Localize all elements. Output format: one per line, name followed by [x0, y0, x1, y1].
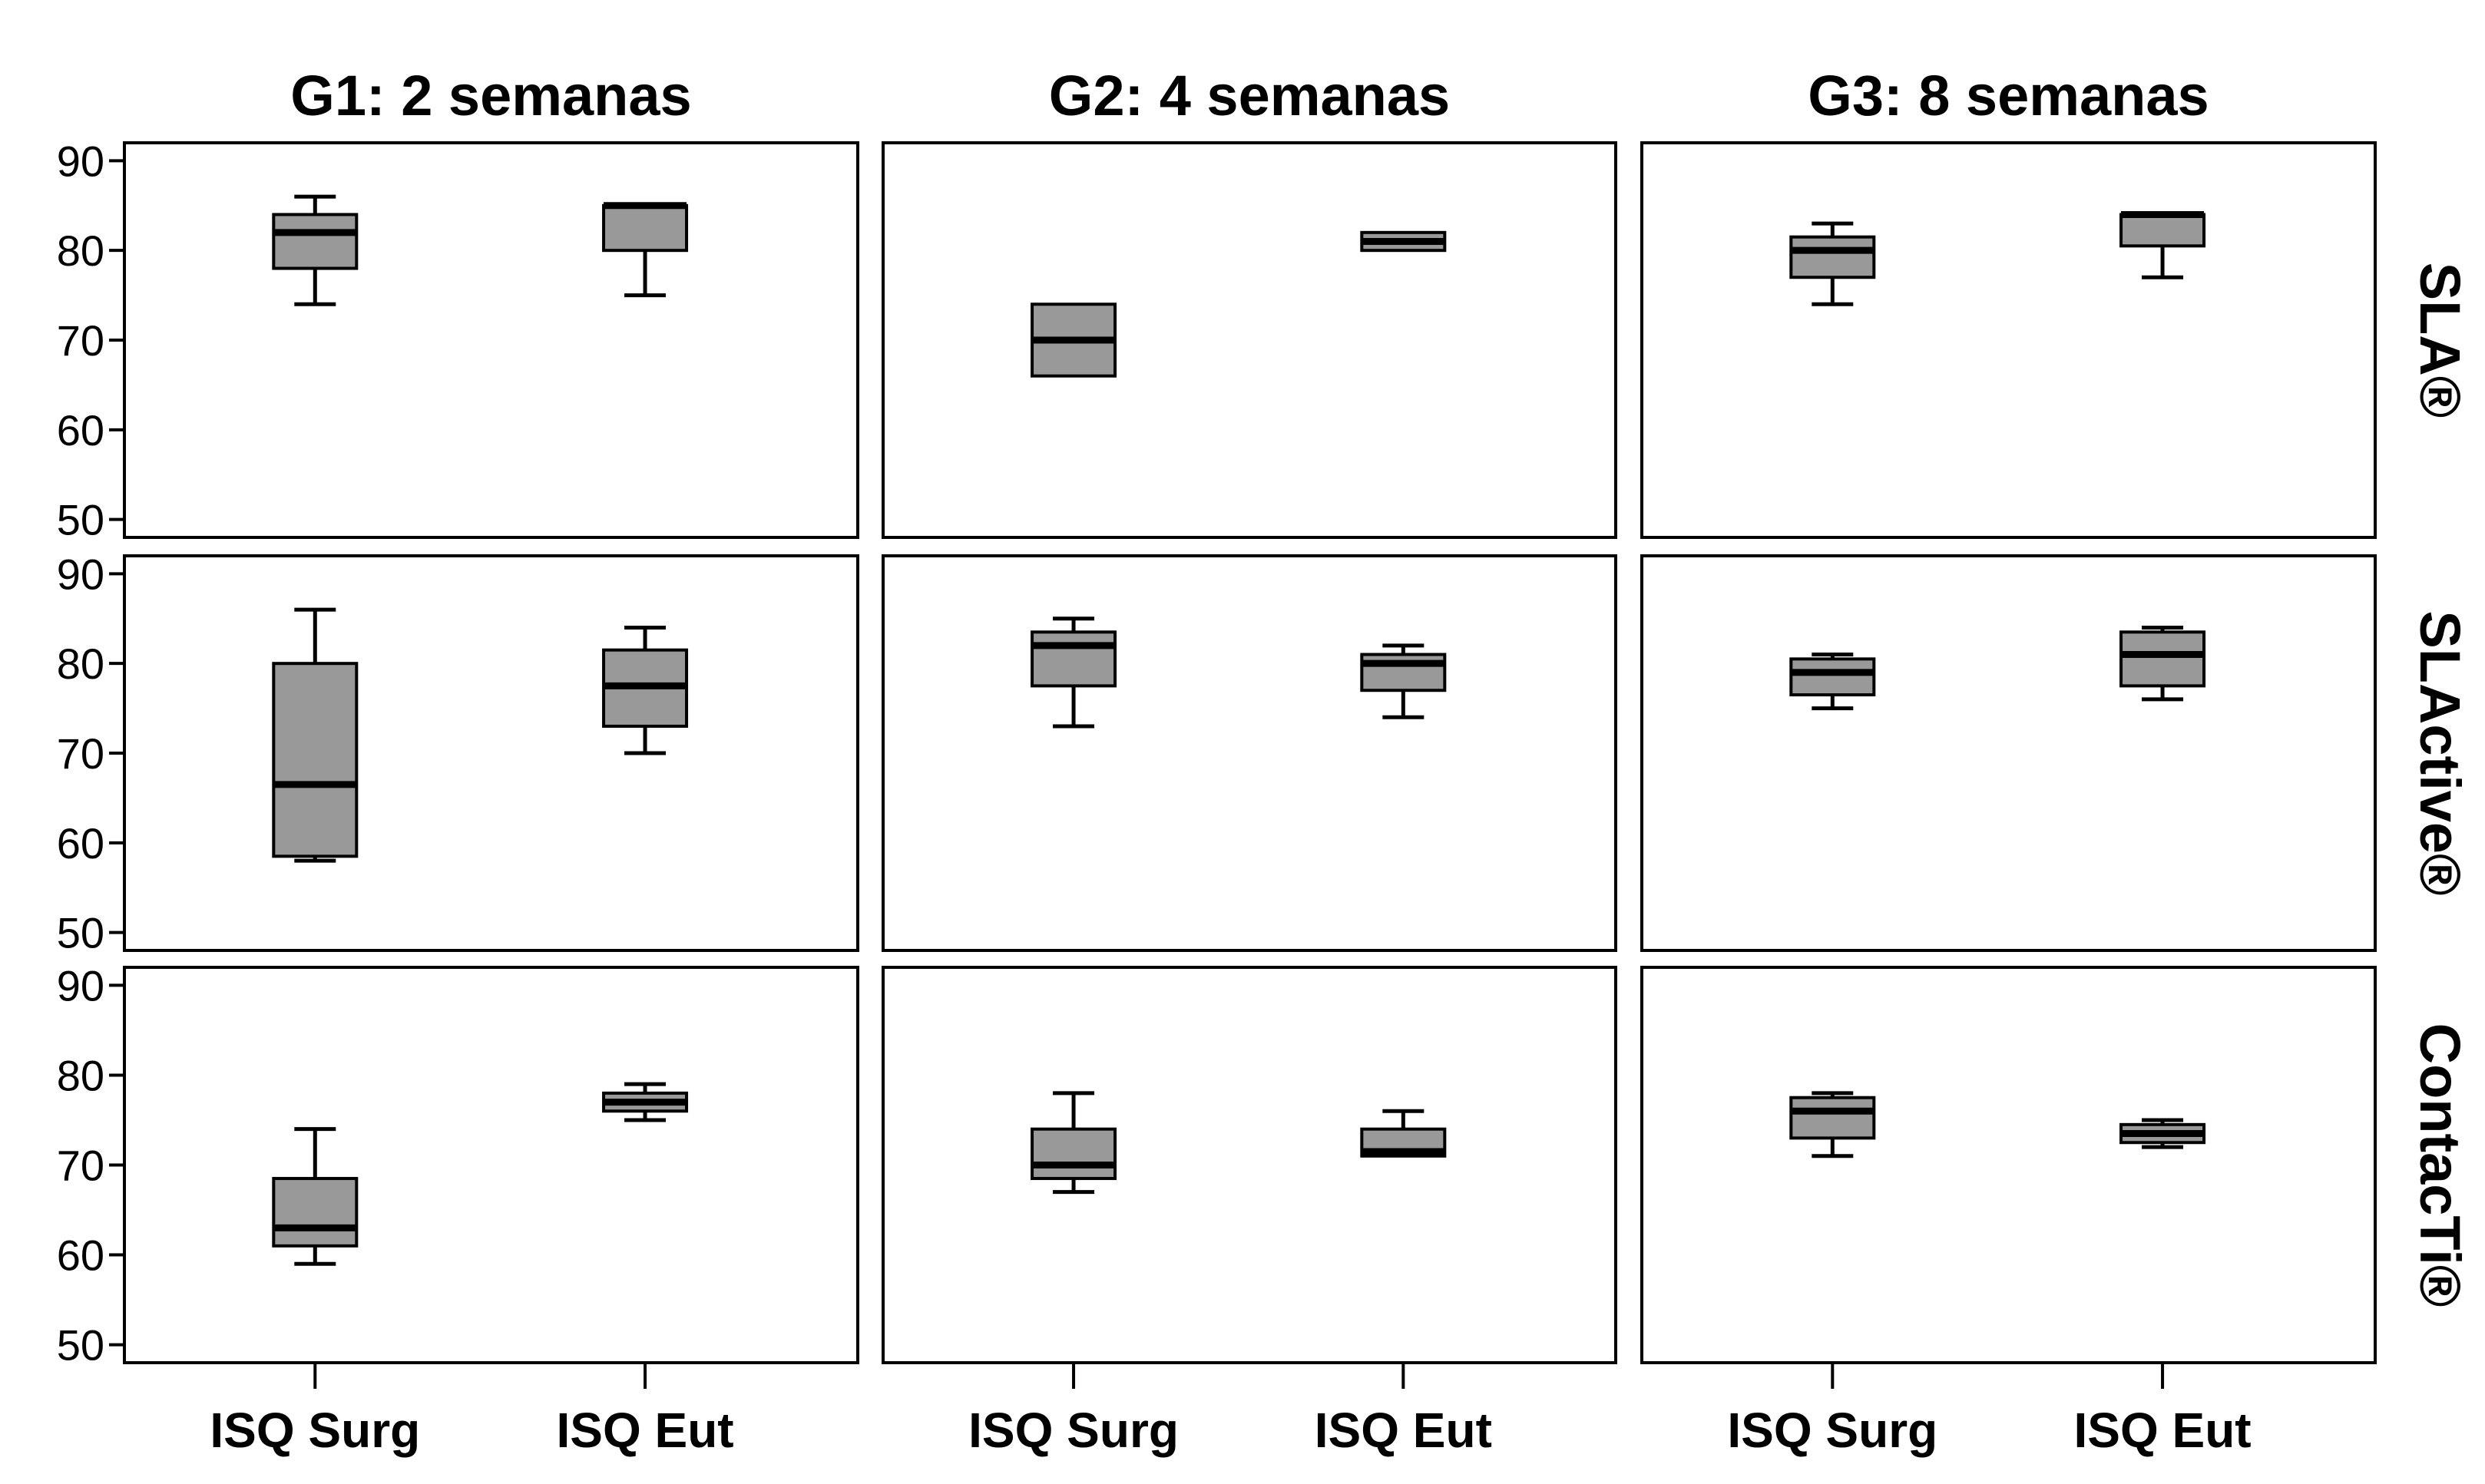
box-r2-c1-1	[272, 662, 359, 858]
y-tick-label-r3-80: 80	[57, 1051, 104, 1099]
boxplot-r3-c2-1	[1031, 1091, 1117, 1195]
row-title-2: SLActive®	[2408, 610, 2472, 895]
boxplot-r3-c3-1	[1789, 1091, 1876, 1158]
boxplot-r3-c2-2	[1360, 1109, 1447, 1158]
boxplot-r2-c3-2	[2119, 625, 2206, 702]
box-r2-c3-2	[2119, 630, 2206, 688]
boxplot-r3-c3-2	[2119, 1118, 2206, 1149]
box-r1-c1-1	[272, 213, 359, 270]
column-title-2: G2: 4 semanas	[1049, 64, 1450, 127]
y-tick-label-r1-90: 90	[57, 137, 104, 185]
y-tick-label-r2-60: 60	[57, 819, 104, 868]
panel-frame-r1-c3	[1640, 141, 2377, 539]
boxplot-r2-c1-1	[272, 607, 359, 863]
box-r1-c3-1	[1789, 235, 1876, 279]
box-r3-c3-1	[1789, 1096, 1876, 1140]
panel-frame-r3-c1	[123, 966, 859, 1364]
boxplot-r2-c2-2	[1360, 643, 1447, 719]
x-tick-label-c2-2: ISQ Eut	[1315, 1403, 1492, 1458]
panel-frame-r1-c2	[882, 141, 1617, 539]
boxplot-r2-c1-2	[602, 625, 689, 755]
y-tick-label-r1-60: 60	[57, 406, 104, 454]
y-tick-label-r2-80: 80	[57, 640, 104, 688]
x-tick-label-c2-1: ISQ Surg	[968, 1403, 1179, 1458]
row-title-1: SLA®	[2408, 263, 2472, 418]
x-tick-label-c3-2: ISQ Eut	[2073, 1403, 2251, 1458]
boxplot-r1-c3-1	[1789, 221, 1876, 306]
boxplot-r2-c2-1	[1031, 616, 1117, 729]
panel-frame-r2-c3	[1640, 554, 2377, 952]
box-r2-c2-2	[1360, 653, 1447, 692]
column-title-3: G3: 8 semanas	[1808, 64, 2209, 127]
box-r1-c1-2	[602, 203, 689, 253]
panel-frame-r1-c1	[123, 141, 859, 539]
y-tick-label-r2-50: 50	[57, 909, 104, 957]
box-r3-c2-1	[1031, 1127, 1117, 1181]
box-r2-c2-1	[1031, 630, 1117, 688]
y-tick-label-r2-90: 90	[57, 550, 104, 598]
y-tick-label-r3-50: 50	[57, 1321, 104, 1370]
boxplot-r1-c1-2	[602, 202, 689, 298]
boxplot-r1-c2-1	[1031, 302, 1117, 378]
panel-frame-r3-c2	[882, 966, 1617, 1364]
boxplot-r1-c2-2	[1360, 230, 1447, 253]
row-title-3: ContacTi®	[2408, 1023, 2472, 1307]
y-tick-label-r1-50: 50	[57, 496, 104, 544]
x-tick-label-c1-1: ISQ Surg	[210, 1403, 420, 1458]
boxplot-r1-c1-1	[272, 194, 359, 306]
x-tick-label-c3-1: ISQ Surg	[1727, 1403, 1937, 1458]
panel-frame-r3-c3	[1640, 966, 2377, 1364]
y-tick-label-r3-70: 70	[57, 1142, 104, 1190]
panel-frame-r2-c1	[123, 554, 859, 952]
panel-frame-r2-c2	[882, 554, 1617, 952]
boxplot-r2-c3-1	[1789, 653, 1876, 711]
y-tick-label-r3-90: 90	[57, 961, 104, 1010]
box-r3-c1-1	[272, 1177, 359, 1248]
column-title-1: G1: 2 semanas	[290, 64, 691, 127]
boxplot-r3-c1-2	[602, 1082, 689, 1122]
box-r2-c3-1	[1789, 657, 1876, 697]
y-tick-label-r1-80: 80	[57, 226, 104, 275]
box-r1-c3-2	[2119, 213, 2206, 248]
boxplot-r3-c1-1	[272, 1127, 359, 1266]
boxplot-r1-c3-2	[2119, 210, 2206, 279]
y-tick-label-r2-70: 70	[57, 729, 104, 778]
x-tick-label-c1-2: ISQ Eut	[556, 1403, 733, 1458]
y-tick-label-r3-60: 60	[57, 1231, 104, 1280]
y-tick-label-r1-70: 70	[57, 316, 104, 365]
